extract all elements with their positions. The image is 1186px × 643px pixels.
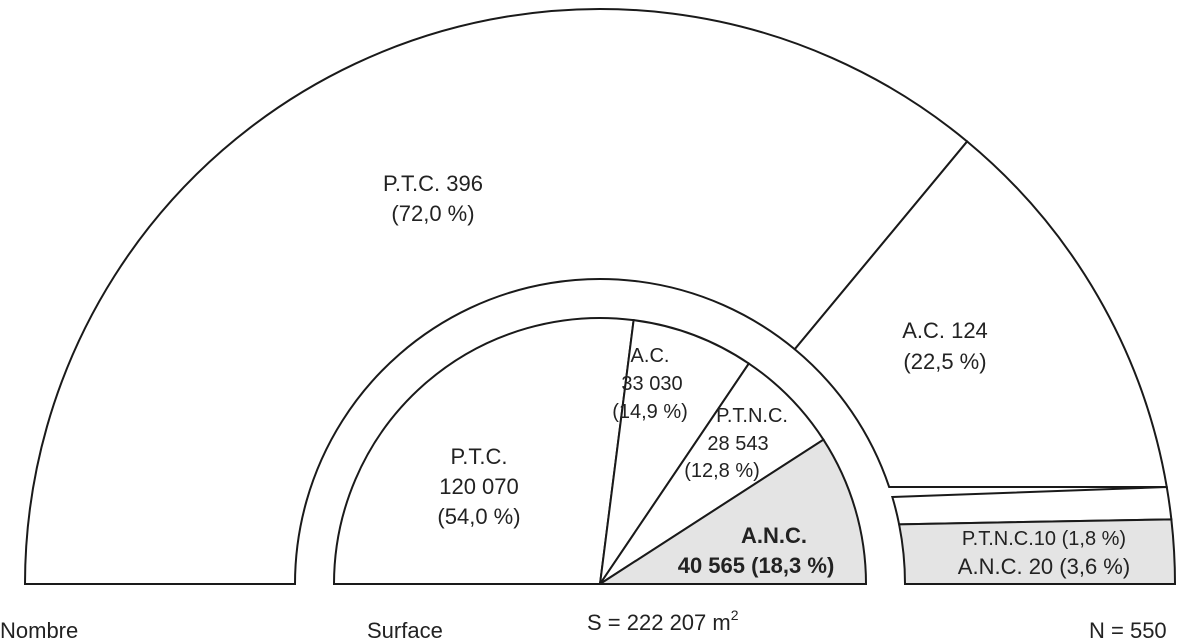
- outer-slices: [23, 8, 1168, 585]
- inner-label-ptnc-pct: (12,8 %): [684, 460, 760, 482]
- inner-label-anc-value: 40 565 (18,3 %): [678, 553, 835, 578]
- outer-slice-ptnc: [891, 485, 1173, 526]
- outer-caption: Nombre: [0, 618, 78, 643]
- inner-label-ac-pct: (14,9 %): [612, 401, 688, 423]
- outer-slice-ac: [793, 140, 1168, 488]
- outer-pct-ac: (22,5 %): [903, 349, 986, 374]
- inner-label-ptc-pct: (54,0 %): [437, 504, 520, 529]
- inner-label-ptc-value: 120 070: [439, 474, 519, 499]
- inner-total-exp: 2: [731, 607, 739, 623]
- outer-pct-ptc: (72,0 %): [391, 201, 474, 226]
- inner-label-ac-value: 33 030: [621, 373, 682, 395]
- inner-caption: Surface: [367, 618, 443, 643]
- outer-label-ac: A.C. 124: [902, 318, 988, 343]
- outer-label-anc: A.N.C. 20 (3,6 %): [958, 554, 1130, 579]
- outer-slice-ptc: [23, 8, 969, 585]
- inner-slice-ptc: [332, 317, 635, 585]
- outer-label-ptc: P.T.C. 396: [383, 171, 483, 196]
- inner-label-ac-name: A.C.: [631, 345, 670, 367]
- inner-label-anc-name: A.N.C.: [741, 523, 807, 548]
- outer-slice-anc: [897, 518, 1177, 585]
- inner-label-ptc-name: P.T.C.: [450, 444, 507, 469]
- inner-slice-anc: [596, 438, 868, 585]
- inner-slices: [332, 317, 868, 585]
- inner-label-ptnc-name: P.T.N.C.: [716, 405, 788, 427]
- inner-total-text: S = 222 207 m: [587, 610, 731, 635]
- outer-strips: [891, 485, 1177, 585]
- inner-label-ptnc-value: 28 543: [707, 433, 768, 455]
- inner-slice-ac: [599, 319, 751, 585]
- outer-label-ptnc: P.T.N.C.10 (1,8 %): [962, 528, 1126, 550]
- inner-total: S = 222 207 m2: [587, 607, 739, 635]
- outer-total: N = 550: [1089, 618, 1167, 643]
